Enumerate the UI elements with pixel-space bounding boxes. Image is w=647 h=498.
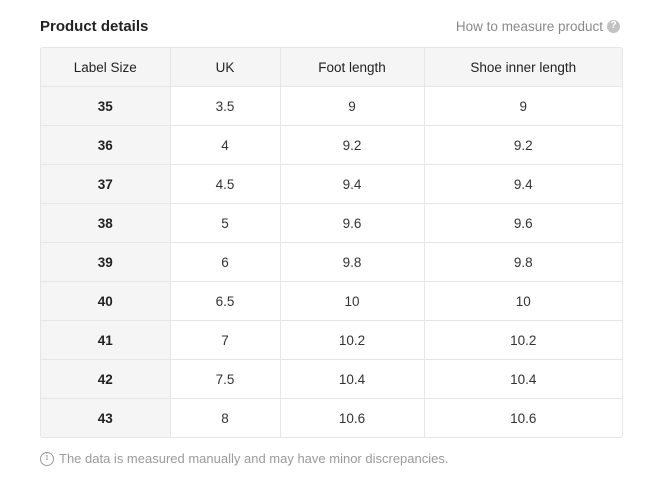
uk-cell: 4.5: [170, 164, 281, 204]
shoe-inner-length-cell: 9.6: [424, 203, 622, 243]
shoe-inner-length-cell: 10.2: [424, 320, 622, 360]
table-row: 39 6 9.8 9.8: [41, 242, 622, 282]
foot-length-cell: 10.6: [280, 398, 425, 437]
table-header-row: Label Size UK Foot length Shoe inner len…: [41, 48, 622, 87]
label-size-cell: 41: [41, 320, 171, 360]
table-row: 38 5 9.6 9.6: [41, 203, 622, 243]
label-size-cell: 38: [41, 203, 171, 243]
foot-length-cell: 9.4: [280, 164, 425, 204]
how-to-measure-label[interactable]: How to measure product: [455, 18, 603, 34]
foot-length-cell: 9.6: [280, 203, 425, 243]
info-circle-icon: i: [40, 451, 54, 466]
shoe-inner-length-cell: 9.4: [424, 164, 622, 204]
label-size-cell: 40: [41, 281, 171, 321]
table-row: 43 8 10.6 10.6: [41, 398, 622, 437]
table-row: 40 6.5 10 10: [41, 281, 622, 321]
uk-cell: 6.5: [170, 281, 281, 321]
uk-cell: 5: [170, 203, 281, 243]
shoe-inner-length-cell: 9: [424, 86, 622, 126]
label-size-cell: 43: [41, 398, 171, 437]
shoe-inner-length-cell: 9.2: [424, 125, 622, 165]
product-details-header: Product details How to measure product ?: [40, 12, 620, 40]
shoe-inner-length-cell: 10.4: [424, 359, 622, 399]
disclaimer-text: The data is measured manually and may ha…: [59, 451, 449, 466]
foot-length-cell: 10.2: [280, 320, 425, 360]
measurement-disclaimer: i The data is measured manually and may …: [40, 451, 448, 466]
foot-length-cell: 9.8: [280, 242, 425, 282]
column-header-label-size: Label Size: [41, 48, 171, 87]
foot-length-cell: 10: [280, 281, 425, 321]
column-header-shoe-inner-length: Shoe inner length: [424, 48, 622, 87]
page-title: Product details: [40, 17, 149, 35]
table-row: 37 4.5 9.4 9.4: [41, 164, 622, 204]
table-row: 42 7.5 10.4 10.4: [41, 359, 622, 399]
table-row: 36 4 9.2 9.2: [41, 125, 622, 165]
uk-cell: 4: [170, 125, 281, 165]
question-circle-icon[interactable]: ?: [607, 19, 620, 33]
foot-length-cell: 10.4: [280, 359, 425, 399]
how-to-measure-link[interactable]: How to measure product ?: [456, 19, 620, 34]
table-row: 41 7 10.2 10.2: [41, 320, 622, 360]
label-size-cell: 35: [41, 86, 171, 126]
shoe-inner-length-cell: 10: [424, 281, 622, 321]
label-size-cell: 37: [41, 164, 171, 204]
shoe-inner-length-cell: 10.6: [510, 410, 537, 426]
size-chart-table: Label Size UK Foot length Shoe inner len…: [40, 47, 623, 438]
label-size-cell: 42: [41, 359, 171, 399]
column-header-foot-length: Foot length: [280, 48, 425, 87]
column-header-uk: UK: [170, 48, 281, 87]
label-size-cell: 36: [41, 125, 171, 165]
foot-length-cell: 9: [280, 86, 425, 126]
label-size-cell: 39: [41, 242, 171, 282]
foot-length-cell: 9.2: [280, 125, 425, 165]
uk-cell: 8: [170, 398, 281, 437]
uk-cell: 3.5: [170, 86, 281, 126]
uk-cell: 6: [170, 242, 281, 282]
uk-cell: 7: [170, 320, 281, 360]
uk-cell: 7.5: [170, 359, 281, 399]
table-row: 35 3.5 9 9: [41, 86, 622, 126]
shoe-inner-length-cell: 9.8: [424, 242, 622, 282]
